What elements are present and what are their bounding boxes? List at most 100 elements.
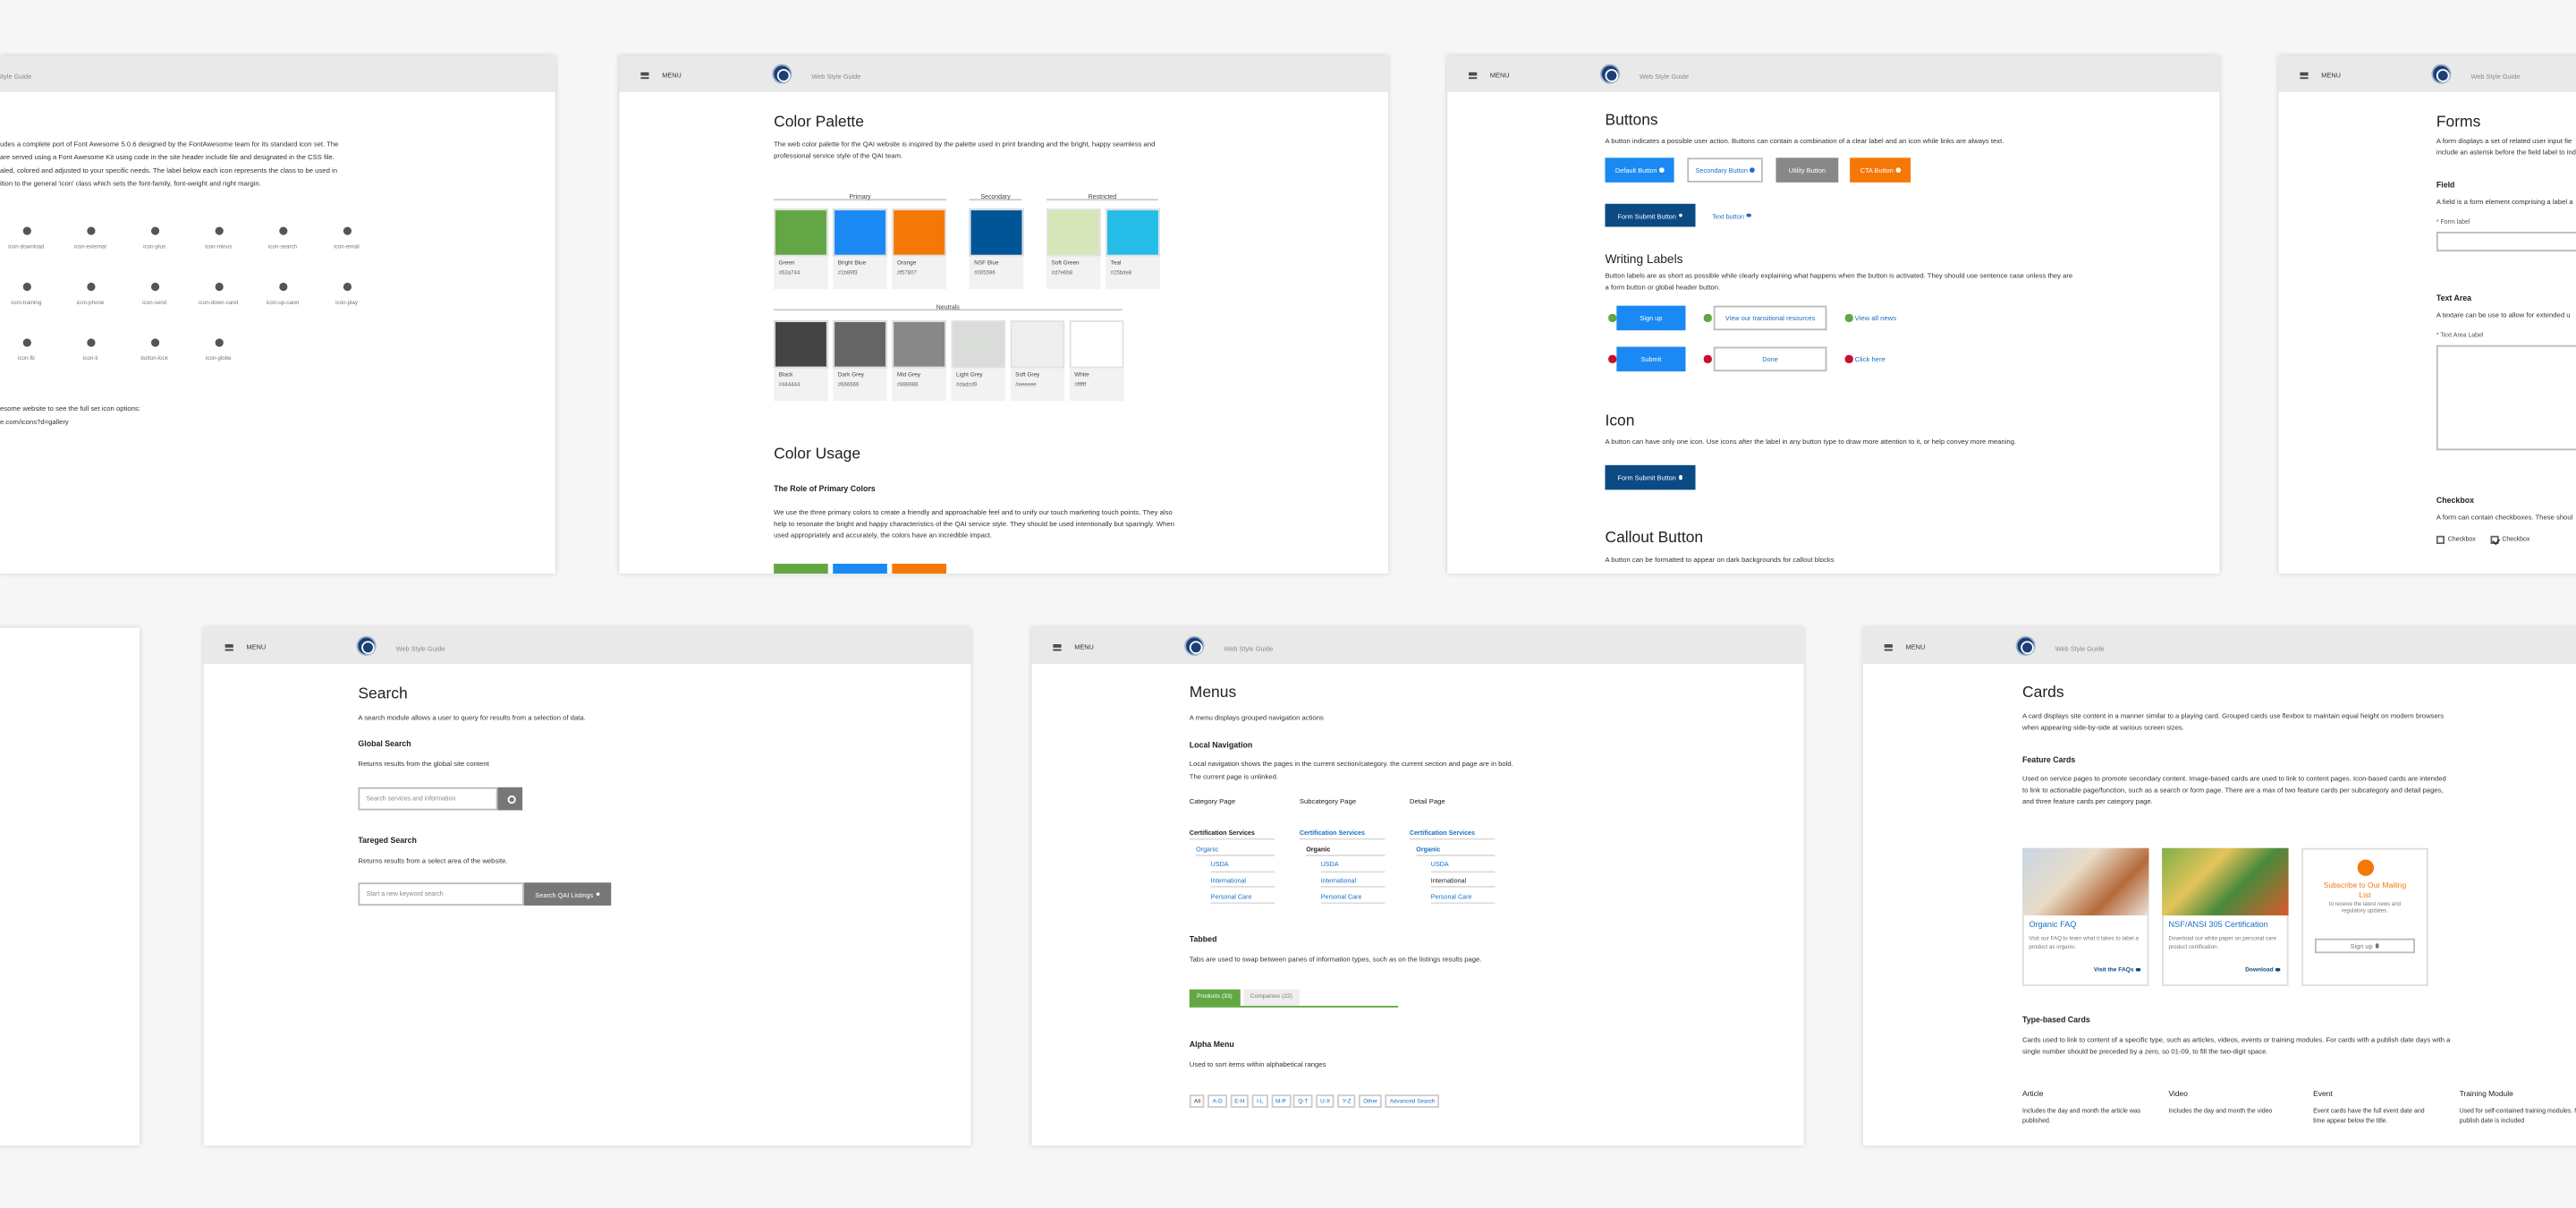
swatch-info [1069,368,1124,402]
intro-line: aled, colored and adjusted to your speci… [0,166,337,174]
checkbox-intro: A form can contain checkboxes. These sho… [2436,513,2573,522]
icon-label: icon-phone [76,299,105,306]
icon-glyph [278,282,287,291]
nav-item[interactable]: International [1210,876,1247,885]
swatch-info [951,368,1006,402]
text-link[interactable]: Click here [1854,354,1885,363]
swatch-name: Soft Green [1051,259,1080,267]
card-title[interactable]: NSF/ANSI 305 Certification [2168,920,2268,931]
swatch-info [833,256,887,290]
icon-label: icon-send [142,299,167,306]
menu-button[interactable]: MENU [1489,70,1510,80]
nav-item[interactable]: USDA [1320,860,1339,869]
search-icon [506,795,515,804]
button[interactable]: Form Submit Button [1605,464,1696,490]
type-text: Includes the day and month the article w… [2022,1107,2141,1125]
intro: The web color palette for the QAI websit… [774,140,1156,160]
subheading: Alpha Menu [1189,1042,1234,1051]
tab[interactable]: Companies (22) [1242,989,1301,1006]
nav-item[interactable]: USDA [1430,860,1449,869]
button[interactable]: CTA Button [1850,157,1911,183]
panel: MENU Web Style Guide Buttons A button indic… [1447,55,2220,574]
alpha-item[interactable]: A-D [1208,1094,1227,1108]
type-intro: Cards used to link to content of a speci… [2022,1035,2451,1056]
alpha-item[interactable]: All [1189,1094,1206,1108]
heading: Color Palette [774,113,864,132]
heading: Forms [2436,113,2481,132]
status-icon [1608,313,1616,322]
field-label: * Form label [2436,218,2470,225]
icon-label: icon-globe [205,354,232,362]
search-button[interactable] [497,787,523,811]
nav-item[interactable]: Personal Care [1430,891,1472,901]
card-link[interactable]: Download [2168,965,2280,976]
button[interactable]: Form Submit Button [1605,203,1696,227]
menu-icon-line [225,646,233,648]
intro-line: udes a complete port of Font Awesome 5.0… [0,140,339,149]
swatch-hex: #25bde8 [1110,269,1132,276]
nav-item: International [1430,876,1467,885]
menu-button[interactable]: MENU [1905,642,1926,651]
button[interactable]: Done [1713,346,1827,372]
card-title[interactable]: Organic FAQ [2029,920,2077,931]
color-strip [892,564,946,574]
swatch-color [774,208,828,257]
nav-divider [1430,886,1496,888]
button[interactable]: Text button [1706,204,1758,227]
alpha-item[interactable]: Advanced Search [1385,1094,1440,1108]
tab[interactable]: Products (33) [1189,989,1240,1006]
swatch-color [892,320,946,369]
panel: MENU Web Style Guide Color Palette The web … [619,55,1389,574]
icon-glyph [21,225,30,234]
menu-button[interactable]: MENU [662,70,682,80]
swatch-hex: #005596 [974,269,996,276]
feature-card[interactable] [2301,847,2428,987]
button[interactable]: Sign up [2314,938,2416,954]
nav-item[interactable]: International [1320,876,1357,885]
button[interactable]: Submit [1616,346,1686,372]
alpha-item[interactable]: Y-Z [1337,1094,1356,1108]
card-image [2162,847,2289,916]
status-icon [1844,313,1852,322]
button[interactable]: Utility Button [1775,157,1839,183]
menu-icon-line [1053,649,1062,651]
alpha-item[interactable]: U-X [1315,1094,1335,1108]
labels-intro: Button labels are as short as possible w… [1605,271,2073,292]
text-link[interactable]: View all news [1854,313,1897,323]
button[interactable]: Search QAI Listings [523,882,612,906]
card-link[interactable]: Visit the FAQs [2029,965,2140,976]
logo [1599,64,1621,84]
swatch-hex: #666666 [837,381,860,388]
alpha-item[interactable]: Q-T [1293,1094,1313,1108]
header-bar [2278,55,2576,92]
alpha-item[interactable]: E-H [1230,1094,1250,1108]
icon-glyph [86,225,95,234]
nav-divider [1210,902,1275,904]
nav-item[interactable]: Organic [1416,844,1441,853]
local-intro: The current page is unlinked. [1189,772,1279,781]
nav-item[interactable]: Personal Care [1320,891,1362,901]
card-text: to receive the latest news and regulator… [2328,900,2402,915]
swatch-name: Green [778,259,795,267]
button[interactable]: View our transitional resources [1713,305,1827,331]
nav-item[interactable]: Organic [1196,844,1219,853]
nav-item[interactable]: Certification Services [1409,828,1476,837]
menu-icon-line [1053,646,1062,648]
menu-button[interactable]: MENU [2321,70,2341,80]
panel [0,627,140,1146]
menu-button[interactable]: MENU [1074,642,1094,651]
button[interactable]: Secondary Button [1687,157,1763,183]
nav-item[interactable]: Personal Care [1210,891,1252,901]
nav-item[interactable]: Certification Services [1299,828,1365,837]
site-name: Web Style Guide [1224,643,1274,652]
intro-line: are served using a Font Awesome Kit usin… [0,152,335,162]
icon-glyph [342,282,352,291]
button[interactable]: Default Button [1605,157,1674,183]
menu-button[interactable]: MENU [246,642,267,651]
button[interactable]: Sign up [1616,305,1686,331]
alpha-item[interactable]: Other [1358,1094,1383,1108]
nav-item[interactable]: USDA [1210,860,1229,869]
alpha-item[interactable]: M-P [1270,1094,1291,1108]
alpha-item[interactable]: I-L [1251,1094,1268,1108]
group-rule [969,198,1022,200]
